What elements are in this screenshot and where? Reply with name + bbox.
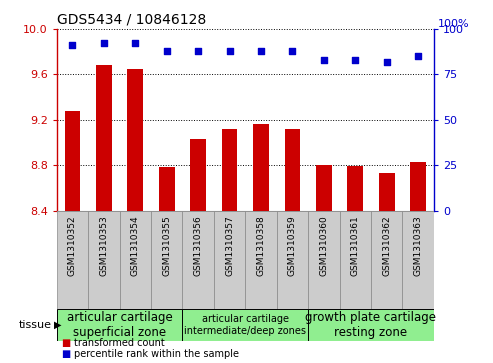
Bar [284,129,300,211]
Bar [222,129,238,211]
Text: 100%: 100% [438,19,469,29]
Bar [371,211,402,309]
Text: tissue: tissue [19,320,52,330]
Bar [277,211,308,309]
Bar [57,211,88,309]
Bar [127,69,143,211]
Text: articular cartilage
intermediate/deep zones: articular cartilage intermediate/deep zo… [184,314,306,336]
Text: GSM1310353: GSM1310353 [99,215,108,276]
Text: GSM1310359: GSM1310359 [288,215,297,276]
Bar [253,124,269,211]
Point [320,57,328,63]
Point [163,48,171,54]
Text: GSM1310354: GSM1310354 [131,215,140,276]
Bar [96,65,112,211]
Point [352,57,359,63]
Bar [159,167,175,211]
Point [69,42,76,48]
Text: GSM1310360: GSM1310360 [319,215,328,276]
Text: percentile rank within the sample: percentile rank within the sample [74,349,239,359]
Point [100,40,108,46]
Bar [402,211,434,309]
Bar [190,139,206,211]
Bar [214,211,246,309]
Point [226,48,234,54]
Text: GSM1310362: GSM1310362 [382,215,391,276]
Bar [182,211,214,309]
Text: GSM1310352: GSM1310352 [68,215,77,276]
Bar [57,309,182,340]
Text: GSM1310357: GSM1310357 [225,215,234,276]
Point [131,40,139,46]
Bar [316,165,332,211]
Bar [308,309,434,340]
Bar [308,211,340,309]
Text: growth plate cartilage
resting zone: growth plate cartilage resting zone [306,311,436,339]
Bar [410,162,426,211]
Text: GSM1310358: GSM1310358 [256,215,266,276]
Bar [65,111,80,211]
Bar [245,211,277,309]
Point [288,48,296,54]
Text: GSM1310361: GSM1310361 [351,215,360,276]
Text: GSM1310355: GSM1310355 [162,215,171,276]
Bar [182,309,308,340]
Bar [379,173,394,211]
Point [194,48,202,54]
Text: ■: ■ [62,349,71,359]
Bar [340,211,371,309]
Bar [151,211,182,309]
Text: GSM1310356: GSM1310356 [194,215,203,276]
Text: ■: ■ [62,338,71,348]
Point [383,59,390,65]
Point [414,53,422,59]
Text: GDS5434 / 10846128: GDS5434 / 10846128 [57,12,206,26]
Bar [88,211,119,309]
Bar [119,211,151,309]
Bar [348,166,363,211]
Text: ▶: ▶ [54,320,62,330]
Text: transformed count: transformed count [74,338,165,348]
Text: articular cartilage
superficial zone: articular cartilage superficial zone [67,311,173,339]
Text: GSM1310363: GSM1310363 [414,215,423,276]
Point [257,48,265,54]
